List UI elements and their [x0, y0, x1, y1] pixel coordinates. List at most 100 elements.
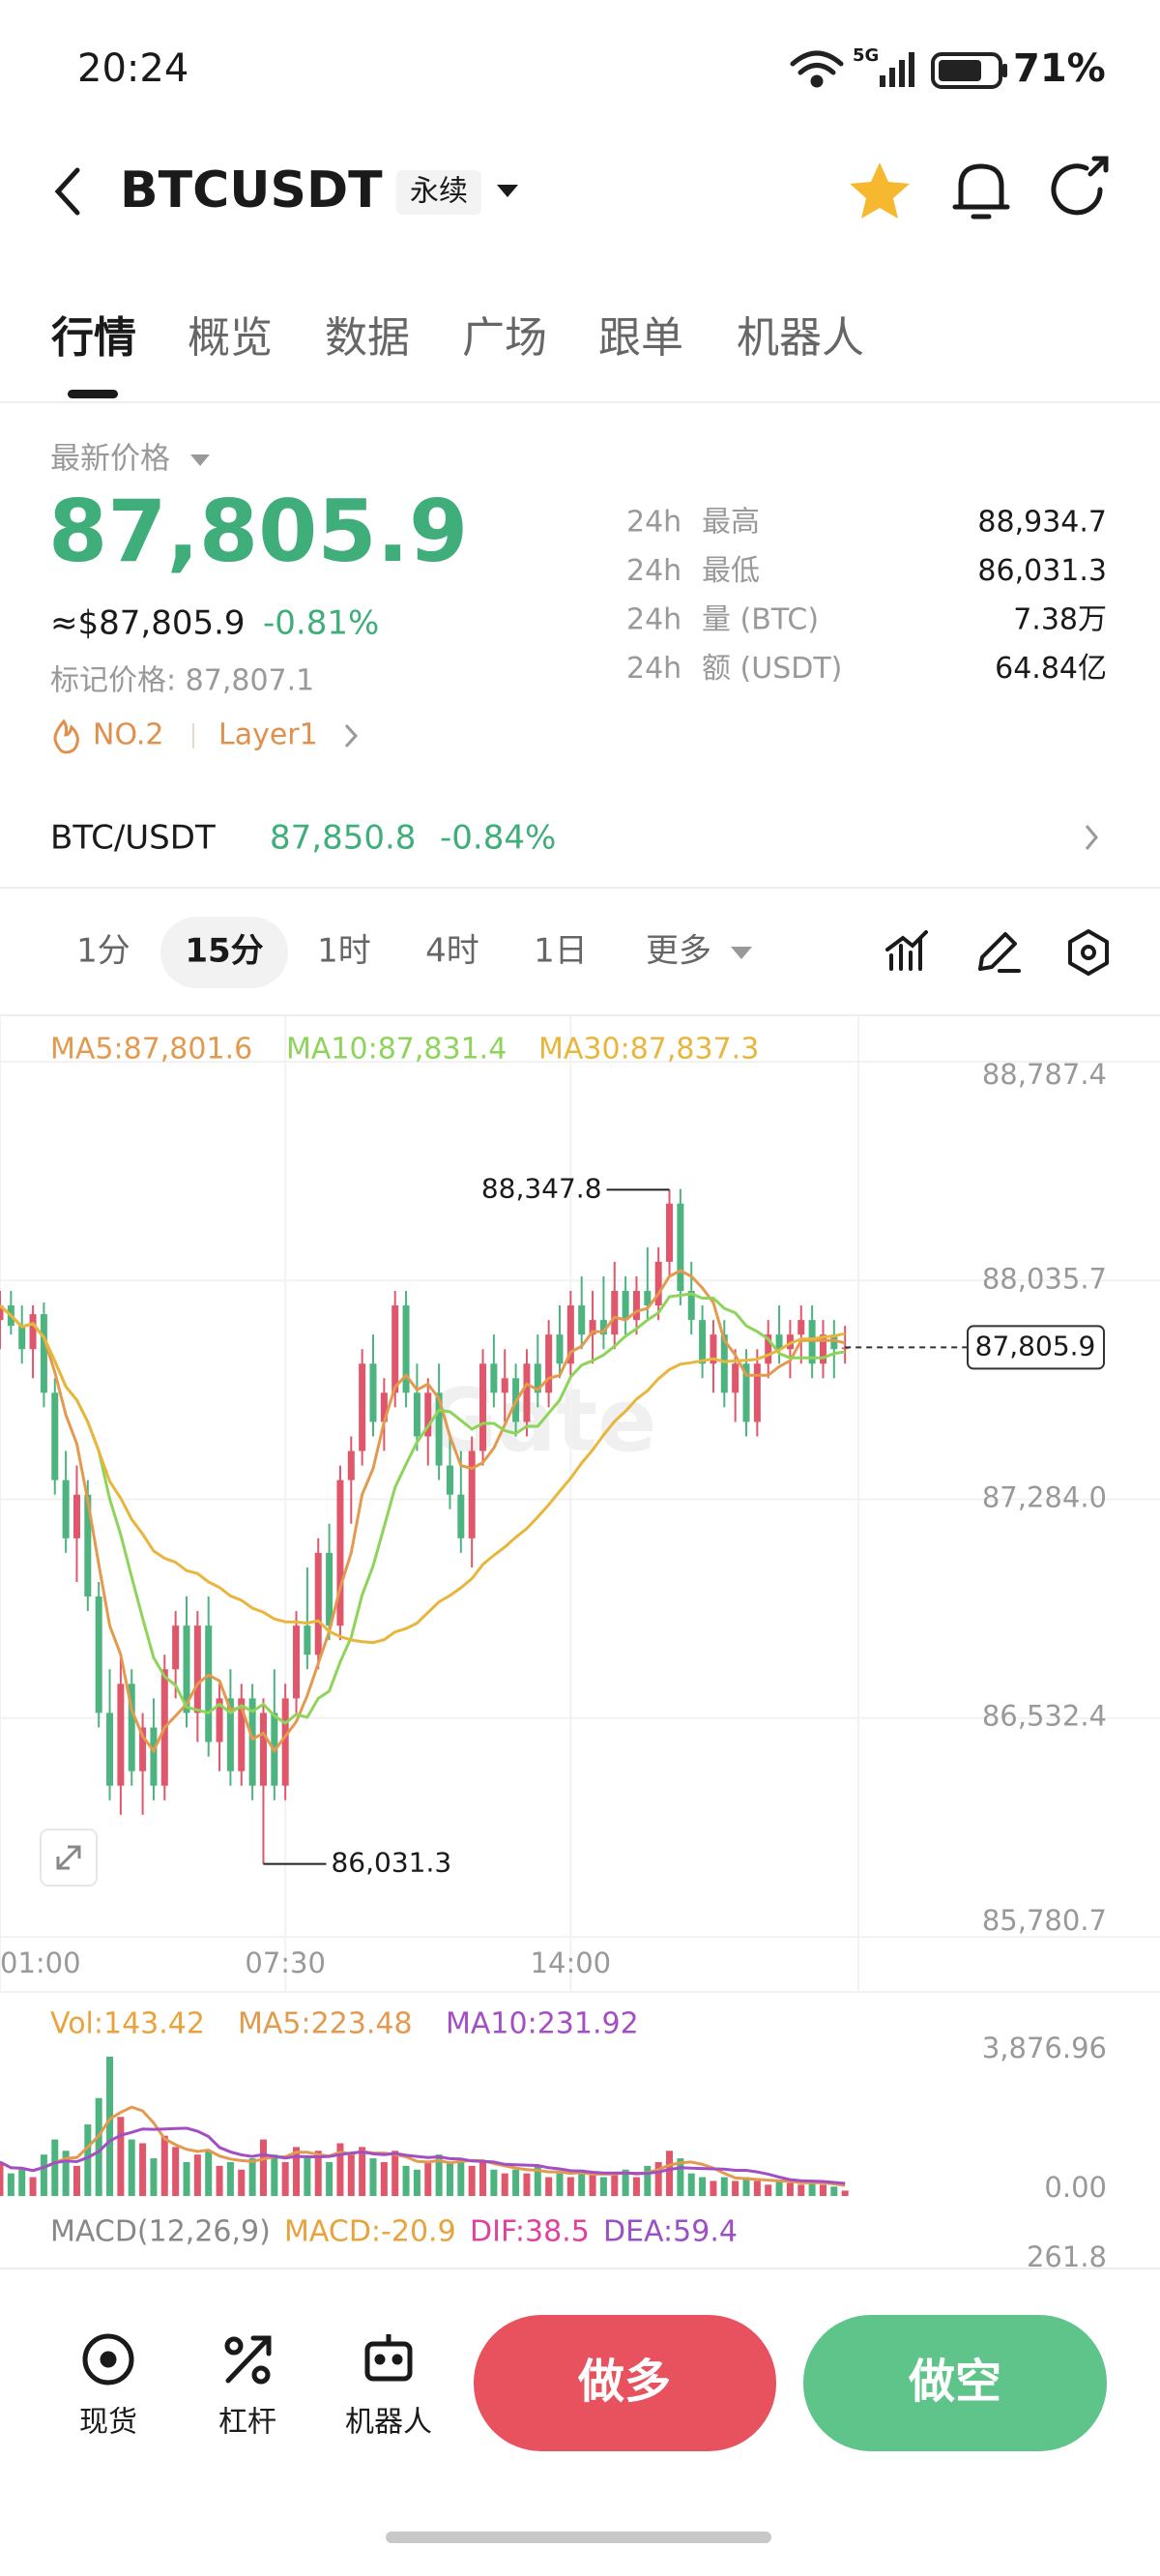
dropdown-arrow[interactable]: [190, 454, 210, 466]
spot-pair[interactable]: BTC/USDT: [50, 819, 216, 858]
tab[interactable]: 概览: [188, 313, 273, 363]
volume-bar: [293, 2147, 301, 2196]
interval[interactable]: 15分: [185, 932, 263, 971]
interval[interactable]: 1时: [317, 932, 371, 971]
candle-body: [369, 1363, 377, 1422]
draw-icon[interactable]: [978, 932, 1021, 973]
volume-bar: [160, 2135, 168, 2196]
hot-icon: [53, 718, 79, 754]
volume-bar: [632, 2177, 640, 2196]
settings-icon[interactable]: [1068, 929, 1109, 976]
price-label[interactable]: 最新价格: [50, 442, 170, 477]
alert-bell[interactable]: [952, 163, 1010, 220]
back-button[interactable]: [54, 167, 80, 216]
volume-bar: [699, 2177, 707, 2196]
spot-icon[interactable]: [82, 2333, 134, 2386]
candle-body: [632, 1291, 640, 1321]
candle-body: [622, 1291, 629, 1321]
tab[interactable]: 广场: [462, 313, 547, 363]
y-tick-label: 0.00: [1044, 2171, 1107, 2204]
volume-bar: [248, 2158, 256, 2196]
stat-value: 88,934.7: [977, 506, 1107, 540]
volume-bar: [424, 2161, 432, 2196]
candle-body: [62, 1479, 70, 1538]
dropdown-arrow[interactable]: [731, 947, 752, 959]
volume-bar: [435, 2154, 443, 2196]
rank-tag[interactable]: NO.2: [93, 718, 163, 752]
candle-body: [18, 1326, 26, 1350]
candle-body: [84, 1494, 92, 1597]
dropdown-arrow[interactable]: [497, 185, 518, 197]
volume-bar: [18, 2169, 26, 2196]
volume-bar: [512, 2169, 520, 2196]
volume-bar: [589, 2173, 596, 2196]
share-button[interactable]: [1051, 156, 1109, 216]
volume-bar: [490, 2169, 498, 2196]
nav-label[interactable]: 杠杆: [218, 2406, 276, 2440]
volume-bar: [808, 2181, 816, 2196]
contract-badge[interactable]: 永续: [410, 175, 468, 209]
candle-body: [304, 1625, 311, 1655]
interval[interactable]: 1日: [534, 932, 588, 971]
candle-body: [566, 1305, 574, 1364]
volume-bar: [40, 2154, 47, 2196]
nav-label[interactable]: 现货: [79, 2406, 137, 2440]
chevron[interactable]: [1085, 825, 1098, 850]
battery-icon: [931, 52, 1007, 89]
interval[interactable]: 1分: [76, 932, 130, 971]
candle-body: [205, 1625, 213, 1742]
ma-line: [0, 1303, 846, 1645]
indicator-icon[interactable]: [885, 930, 928, 971]
volume-bar: [72, 2165, 80, 2196]
tab[interactable]: 机器人: [737, 313, 864, 363]
stat-label: 最高: [702, 506, 760, 540]
candle-body: [314, 1552, 322, 1655]
nav-label[interactable]: 机器人: [345, 2406, 432, 2440]
volume-bar: [798, 2184, 805, 2196]
x-tick-label: 01:00: [0, 1947, 81, 1979]
bot-icon[interactable]: [364, 2334, 413, 2382]
sector-tag[interactable]: Layer1: [218, 718, 318, 752]
volume-bar: [534, 2165, 541, 2196]
candle-body: [666, 1203, 674, 1262]
volume-bar: [654, 2161, 662, 2196]
short-button[interactable]: [803, 2315, 1107, 2451]
tab[interactable]: 行情: [51, 313, 136, 363]
price-change: -0.81%: [263, 604, 379, 643]
candle-body: [193, 1625, 201, 1713]
long-button-label[interactable]: 做多: [577, 2355, 671, 2409]
candle-body: [556, 1334, 564, 1364]
candle-body: [435, 1392, 443, 1466]
tab[interactable]: 跟单: [598, 313, 683, 363]
expand-button[interactable]: [40, 1829, 98, 1887]
selected-interval-bg: [160, 917, 288, 988]
volume-ma-line: [0, 2105, 846, 2187]
volume-bar: [753, 2181, 761, 2196]
candle-body: [765, 1334, 772, 1364]
volume-bar: [205, 2151, 213, 2196]
volume-bar: [501, 2173, 508, 2196]
volume-bar: [446, 2161, 453, 2196]
volume-bar: [380, 2161, 388, 2196]
long-button[interactable]: [474, 2315, 776, 2451]
last-price-label: 87,805.9: [975, 1330, 1096, 1361]
candle-body: [545, 1334, 553, 1393]
stat-value: 7.38万: [1013, 603, 1107, 637]
candle-body: [424, 1392, 432, 1437]
stat-value: 64.84亿: [995, 652, 1107, 686]
volume-bar: [183, 2161, 190, 2196]
interval[interactable]: 4时: [425, 932, 479, 971]
volume-bar: [281, 2161, 289, 2196]
volume-bar: [687, 2173, 695, 2196]
short-button-label[interactable]: 做空: [908, 2355, 1001, 2409]
spot-price: 87,850.8: [270, 819, 416, 858]
margin-icon[interactable]: [224, 2335, 272, 2385]
high-annotation: 88,347.8: [481, 1172, 602, 1204]
volume-bar: [51, 2139, 59, 2196]
signal-icon: [880, 52, 914, 87]
favorite-star[interactable]: [850, 162, 910, 219]
candle-body: [687, 1291, 695, 1321]
tab[interactable]: 数据: [325, 313, 410, 363]
volume-bar: [172, 2147, 180, 2196]
interval[interactable]: 更多: [646, 932, 711, 971]
